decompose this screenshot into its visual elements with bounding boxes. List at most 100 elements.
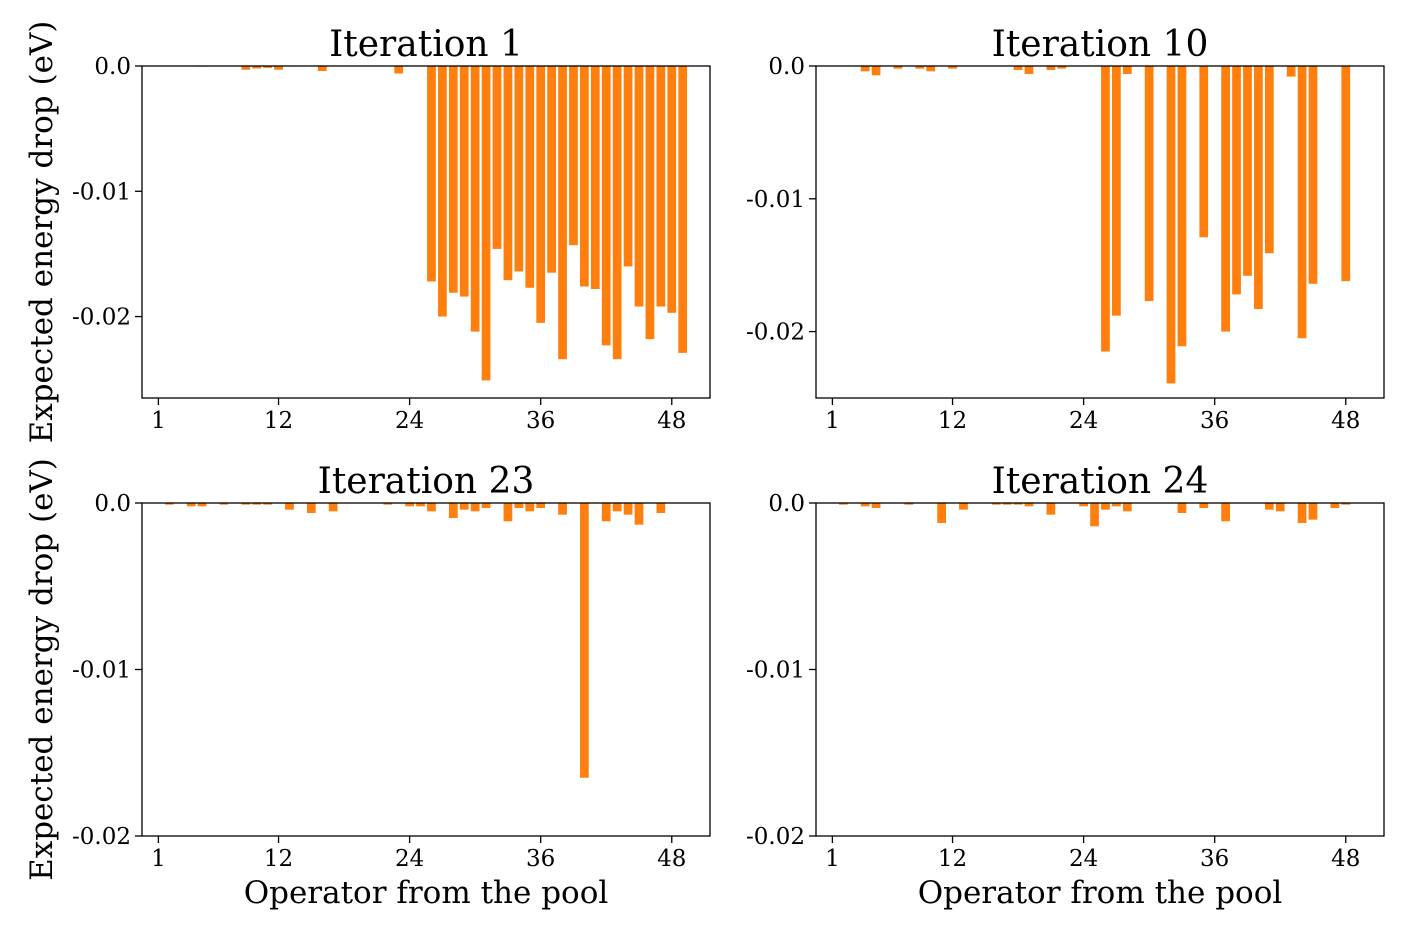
bar-2-32 [1166,66,1176,384]
panel-title: Iteration 23 [318,461,535,502]
x-axis-label: Operator from the pool [244,875,609,911]
bar-4-21 [1046,503,1056,515]
bar-4-37 [1221,503,1230,522]
x-tick-label: 12 [938,408,967,434]
bar-2-26 [1101,66,1110,352]
bar-3-33 [503,503,513,522]
bar-3-31 [481,503,491,508]
bar-3-15 [306,503,316,513]
bar-3-34 [514,503,524,508]
bar-1-16 [317,66,327,72]
bar-2-41 [1264,66,1274,254]
bar-2-30 [1144,66,1154,302]
bar-3-42 [601,503,611,522]
bar-3-40 [580,503,589,778]
bar-3-2 [164,503,174,505]
bar-1-26 [427,66,436,282]
bar-3-36 [536,503,546,508]
bar-1-29 [459,66,469,297]
y-tick-label: -0.02 [746,320,805,346]
bar-1-31 [481,66,491,381]
bar-3-29 [459,503,469,510]
bar-1-32 [492,66,502,249]
bar-2-7 [893,66,903,69]
panel-2: 0.0 -0.01 -0.02 1 12 24 36 48 Iteration 10 [746,24,1385,434]
bar-2-48 [1341,66,1351,282]
bar-4-35 [1199,503,1209,508]
plot-frame [141,65,711,399]
bar-1-30 [470,66,480,332]
panel-1: 0.0 -0.01 -0.02 1 12 24 36 48 Iteration 1 Expecte… [24,21,711,444]
bar-3-7 [219,503,229,505]
bar-3-25 [416,503,425,507]
y-axis-label: Expected energy drop (eV) [24,21,60,444]
bar-4-16 [991,503,1001,505]
bar-1-45 [634,66,644,307]
bar-4-13 [959,503,968,510]
bar-2-27 [1112,66,1121,316]
bar-1-23 [394,66,404,74]
panel-4: 0.0 -0.01 -0.02 1 12 24 36 48 Iteration 24 Operat… [746,461,1385,911]
bar-4-41 [1264,503,1274,510]
bar-4-18 [1013,503,1023,505]
x-tick-label: 36 [526,846,555,872]
bar-2-21 [1046,66,1056,70]
x-tick-label: 1 [825,846,840,872]
x-tick-label: 1 [151,846,166,872]
bar-2-5 [871,66,881,76]
bar-3-28 [448,503,458,518]
x-axis-label: Operator from the pool [918,875,1283,911]
y-tick-label: -0.02 [72,305,131,331]
bar-4-25 [1090,503,1099,527]
bar-1-41 [590,66,600,289]
bar-1-11 [263,66,272,68]
bar-3-43 [612,503,622,512]
x-tick-label: 12 [264,846,293,872]
bar-4-8 [904,503,914,505]
y-tick-label: 0.0 [768,54,805,80]
bar-4-44 [1297,503,1307,523]
bar-2-35 [1199,66,1209,238]
panel-title: Iteration 10 [992,24,1209,65]
bar-4-26 [1101,503,1110,510]
bar-4-17 [1002,503,1012,505]
x-tick-label: 48 [1331,846,1360,872]
panel-title: Iteration 24 [992,461,1209,502]
bar-4-28 [1122,503,1132,512]
bar-1-28 [448,66,458,293]
bar-2-19 [1024,66,1034,74]
bar-1-48 [667,66,677,313]
y-tick-label: -0.01 [72,658,131,684]
bar-3-26 [427,503,436,512]
plot-frame [815,65,1385,399]
bar-4-48 [1341,503,1351,505]
bar-1-37 [547,66,556,273]
bar-3-4 [186,503,196,507]
bar-2-43 [1286,66,1296,77]
bar-4-2 [838,503,848,505]
bar-3-47 [656,503,666,513]
bar-2-9 [915,66,925,69]
bar-3-11 [263,503,272,505]
bar-1-42 [601,66,611,346]
y-tick-label: 0.0 [768,491,805,517]
bar-4-24 [1079,503,1088,507]
x-tick-label: 48 [1331,408,1360,434]
bar-2-22 [1057,66,1067,69]
bar-3-30 [470,503,480,512]
chart-panels: 0.0 -0.01 -0.02 1 12 24 36 48 Iteration 1 Expecte… [24,21,1385,911]
bar-1-40 [580,66,589,287]
y-tick-label: -0.01 [746,187,805,213]
panel-title: Iteration 1 [329,24,523,65]
bar-1-43 [612,66,622,360]
x-tick-label: 36 [526,408,555,434]
bar-1-36 [536,66,546,323]
bar-3-17 [328,503,338,512]
bar-2-12 [948,66,957,69]
x-tick-label: 48 [657,408,686,434]
bar-3-13 [285,503,294,510]
x-tick-label: 12 [264,408,293,434]
y-tick-label: -0.01 [746,658,805,684]
bar-4-42 [1275,503,1285,512]
bar-1-35 [525,66,535,288]
